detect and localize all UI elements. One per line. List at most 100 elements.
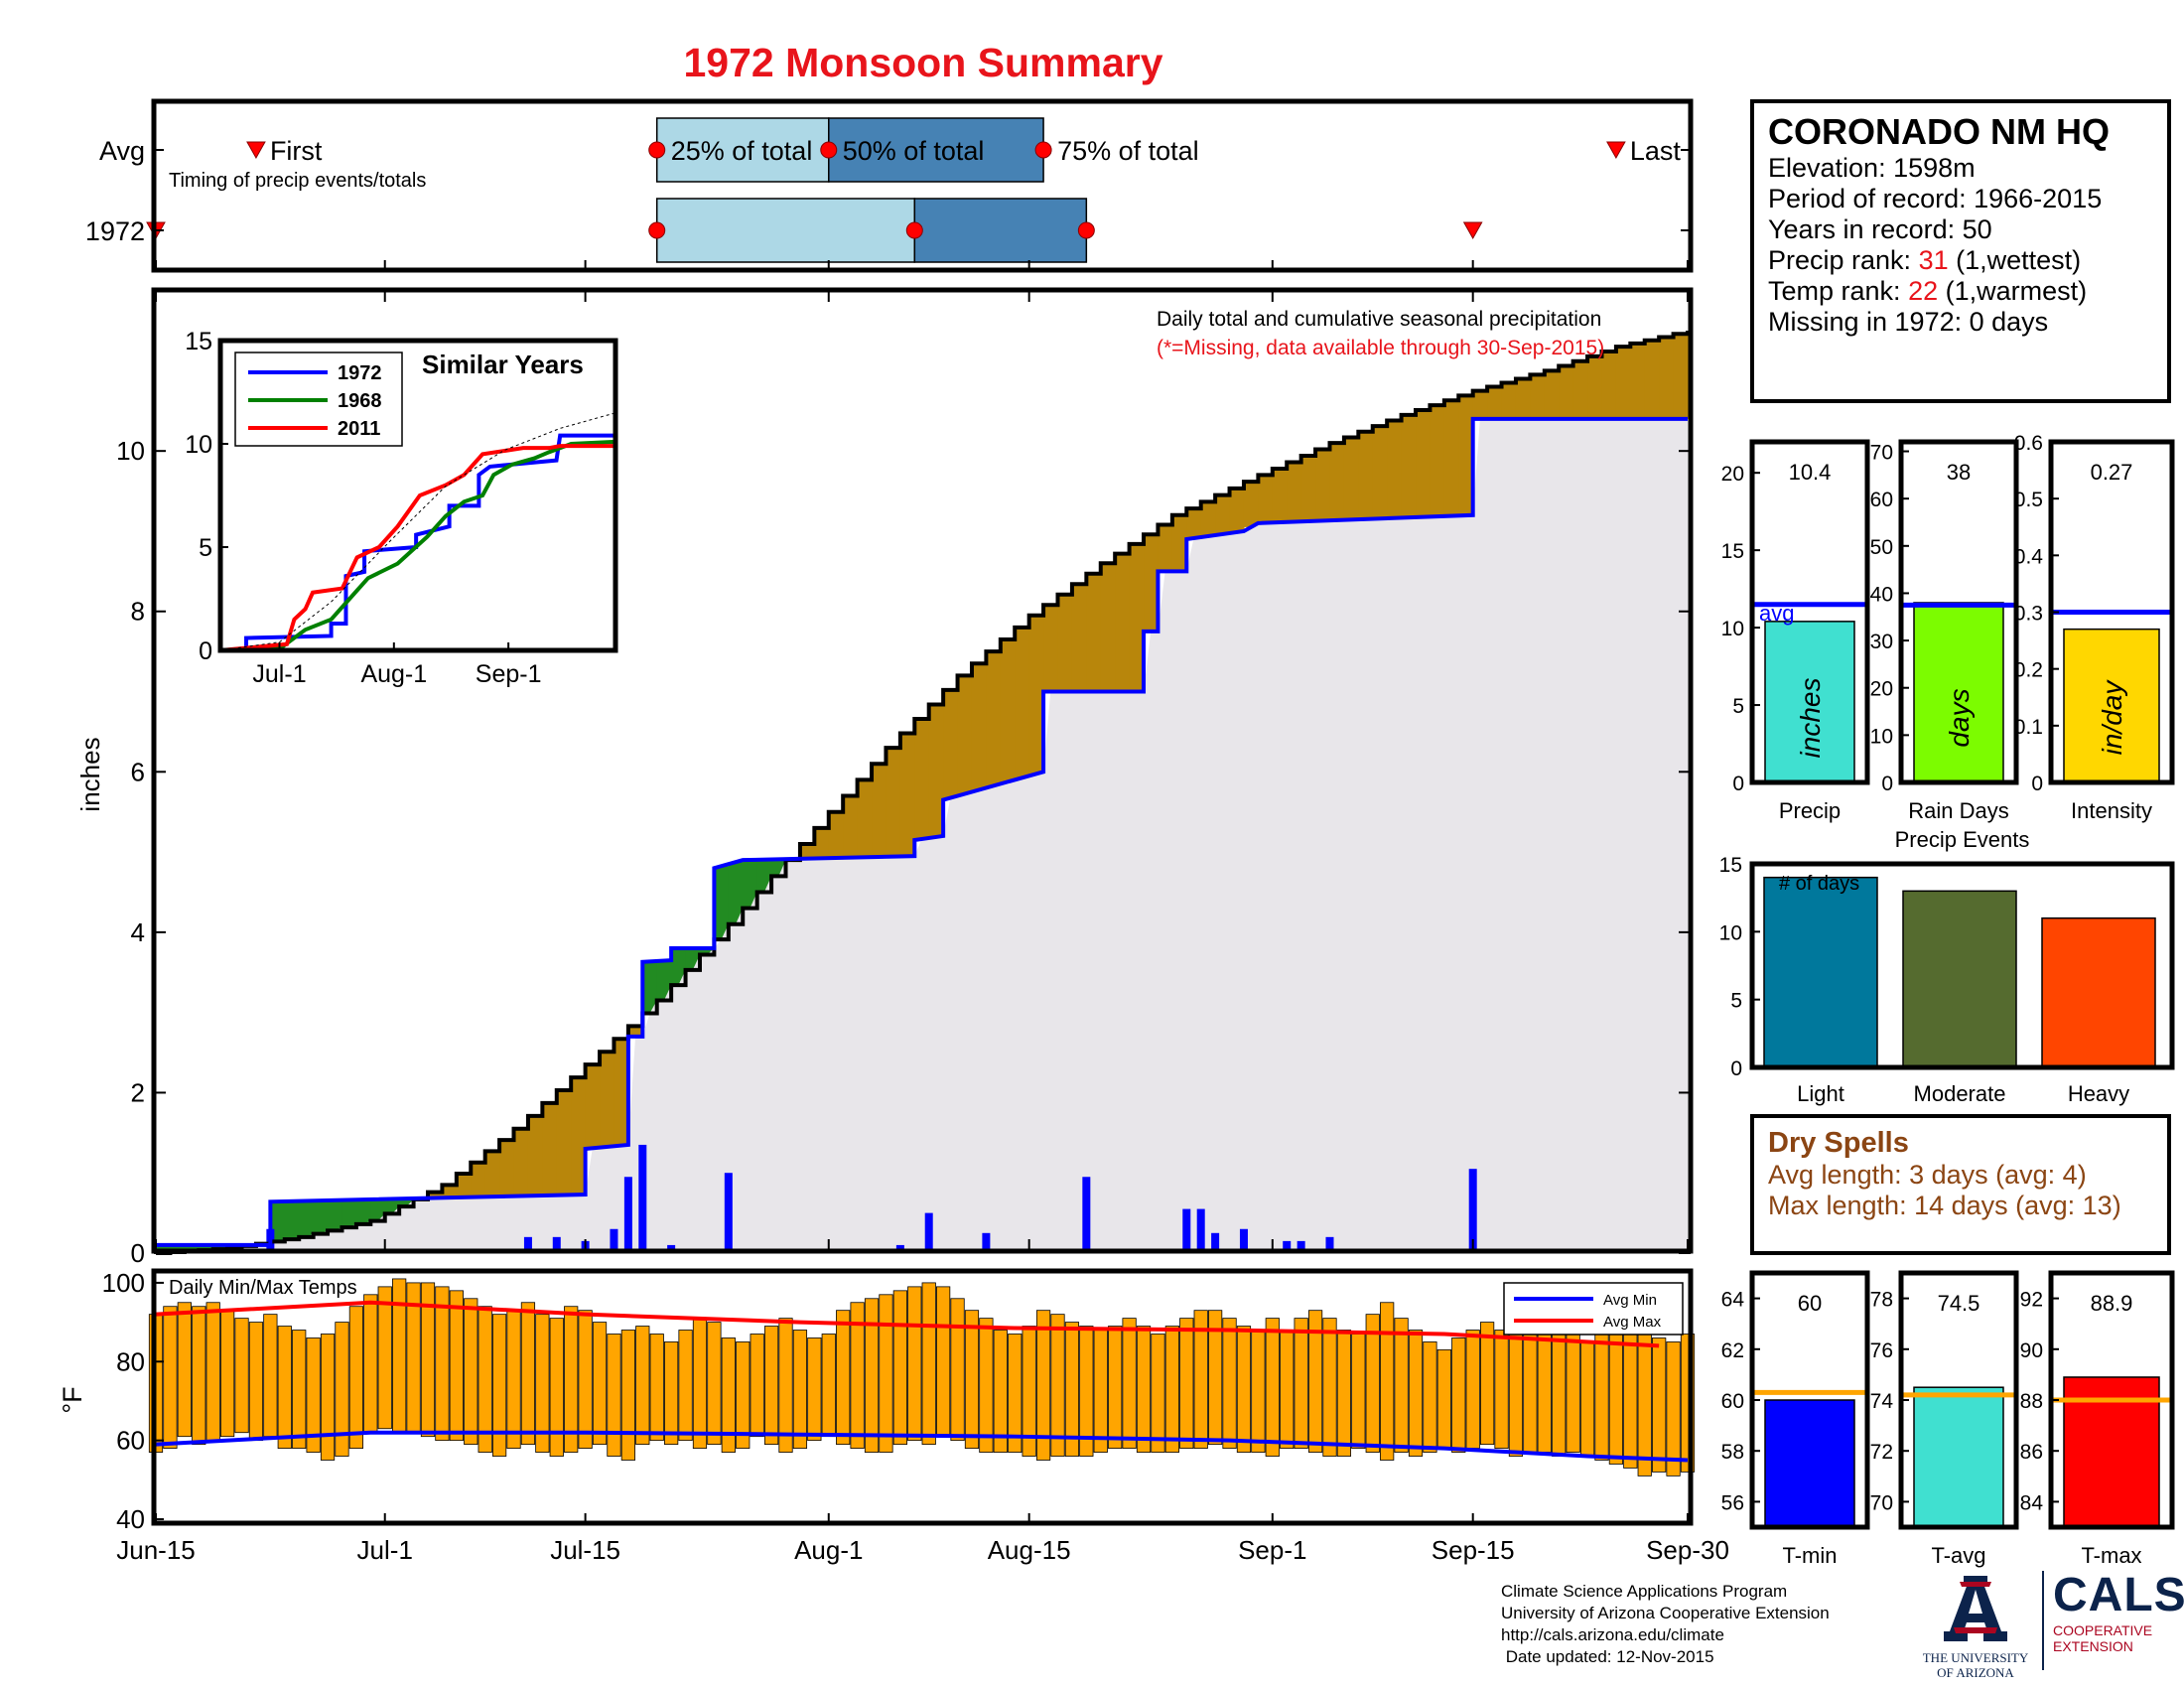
intensity-label: Intensity (2071, 798, 2152, 823)
temp-range-bar (263, 1314, 278, 1438)
temp-range-bar (1265, 1318, 1280, 1457)
timing-box-25-50 (655, 198, 916, 263)
temp-y-tick-label: 60 (116, 1426, 145, 1456)
daily-precip-bar (552, 1236, 561, 1253)
difference-fill (1615, 347, 1631, 419)
intensity-y-tick-label: 0.5 (2014, 489, 2043, 511)
difference-fill (370, 1198, 386, 1221)
difference-fill (442, 1185, 458, 1198)
tmax-y-tick-label: 88 (2020, 1390, 2043, 1413)
daily-precip-bar (1325, 1236, 1334, 1253)
difference-fill (1644, 340, 1660, 419)
difference-fill (671, 948, 687, 986)
difference-fill (899, 733, 915, 857)
precip-event-bar (2041, 916, 2156, 1068)
difference-fill (642, 961, 658, 1014)
difference-fill (1416, 409, 1432, 517)
difference-fill (1430, 405, 1445, 517)
difference-fill (814, 827, 830, 859)
difference-fill (427, 1192, 444, 1198)
difference-fill (585, 1064, 601, 1149)
difference-fill (957, 675, 973, 794)
precip-rank-note: (1,wettest) (1948, 245, 2082, 275)
difference-fill (1258, 475, 1274, 523)
rain_days-y-tick-label: 20 (1870, 678, 1893, 701)
temp-range-bar (1351, 1334, 1366, 1449)
difference-fill (1144, 534, 1160, 632)
inset-title: Similar Years (422, 350, 584, 379)
temp-range-bar (778, 1318, 793, 1453)
rain_days-unit: days (1944, 688, 1975, 747)
intensity-unit: in/day (2097, 679, 2127, 756)
timing-first-label: First (270, 136, 323, 166)
tmax-y-tick-label: 90 (2020, 1339, 2043, 1362)
temp-range-bar (506, 1310, 521, 1449)
inset-legend-label: 1968 (338, 390, 382, 412)
temp-range-bar (420, 1282, 436, 1438)
avg-max-line (155, 1300, 1660, 1348)
precip_summary-bar (1764, 621, 1855, 783)
rain_days-y-tick-label: 60 (1870, 489, 1893, 511)
temp-range-bar (205, 1302, 220, 1442)
timing-marker-triangle (246, 141, 266, 160)
temp-range-bar (678, 1330, 693, 1442)
difference-fill (542, 1102, 558, 1196)
temp-range-bar (277, 1326, 292, 1449)
difference-fill (527, 1115, 543, 1196)
temp-range-bar (979, 1318, 994, 1453)
rain_days-y-tick-label: 40 (1870, 583, 1893, 606)
temp-range-bar (1380, 1302, 1395, 1461)
difference-fill (1071, 584, 1087, 692)
inset-y-tick-label: 5 (199, 534, 212, 562)
temp-range-bar (1652, 1337, 1667, 1473)
temp-range-bar (964, 1310, 980, 1449)
precip_summary-unit: inches (1795, 678, 1826, 759)
temp-range-bar (292, 1330, 307, 1449)
difference-fill (914, 718, 930, 839)
difference-fill (199, 1244, 214, 1251)
main-y-tick-label: 8 (131, 597, 145, 627)
main-chart-title: Daily total and cumulative seasonal prec… (1157, 308, 1601, 331)
rain_days-y-tick-label: 50 (1870, 536, 1893, 559)
temp-range-bar (535, 1314, 550, 1453)
daily-precip-bar (1082, 1177, 1091, 1253)
tmin-y-tick-label: 58 (1721, 1441, 1744, 1464)
tmax-label: T-max (2081, 1543, 2141, 1568)
temp-range-bar (907, 1286, 922, 1442)
temp-rank-note: (1,warmest) (1938, 276, 2088, 306)
daily-precip-bar (1283, 1240, 1292, 1253)
temp-range-bar (707, 1322, 722, 1446)
temp-range-bar (248, 1322, 264, 1442)
timing-marker-dot (648, 141, 666, 159)
cals-logo-title: CALS (2053, 1569, 2184, 1621)
temp-range-bar (578, 1310, 593, 1449)
station-period: Period of record: 1966-2015 (1768, 184, 2103, 213)
temp-range-bar (464, 1298, 478, 1446)
precip_summary-value: 10.4 (1789, 460, 1832, 485)
inset-y-tick-label: 15 (185, 328, 212, 355)
temp-range-bar (1079, 1326, 1094, 1457)
timing-last-label: Last (1630, 136, 1682, 166)
difference-fill (1215, 494, 1231, 534)
rain_days-y-tick-label: 10 (1870, 725, 1893, 748)
temp-range-bar (1322, 1318, 1337, 1457)
cals-logo: CALS COOPERATIVE EXTENSION (2053, 1569, 2184, 1654)
timing-marker-triangle (1606, 141, 1626, 160)
difference-fill (1401, 414, 1417, 518)
difference-fill (1129, 543, 1145, 692)
footer-line-3: http://cals.arizona.edu/climate (1501, 1625, 1724, 1644)
temp-legend-label: Avg Max (1603, 1314, 1662, 1331)
precip-event-bar (1902, 890, 2017, 1068)
difference-fill (743, 859, 758, 909)
timing-marker-dot (1034, 141, 1052, 159)
difference-fill (471, 1162, 486, 1197)
rain_days-y-tick-label: 70 (1870, 442, 1893, 465)
tmin-y-tick-label: 56 (1721, 1491, 1744, 1514)
temp-range-bar (1064, 1322, 1080, 1457)
temp-range-bar (363, 1294, 378, 1434)
difference-fill (1559, 365, 1574, 419)
temp-rank: Temp rank: 22 (1,warmest) (1768, 276, 2167, 307)
temp-range-bar (320, 1334, 336, 1461)
temp-range-bar (721, 1337, 736, 1453)
difference-fill (627, 1026, 643, 1037)
